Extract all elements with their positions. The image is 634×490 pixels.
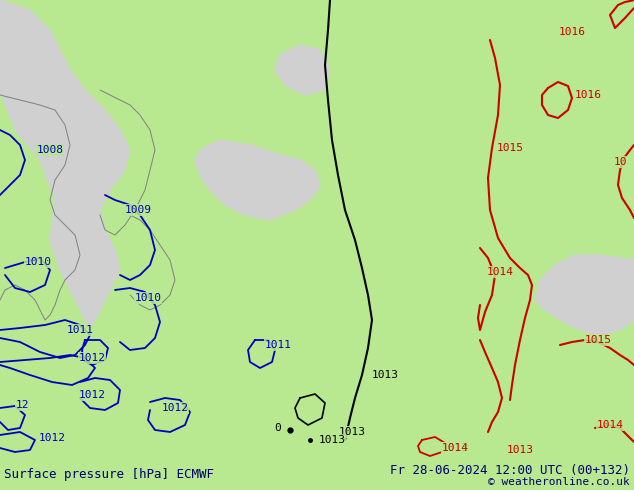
Text: 1012: 1012 (162, 403, 188, 413)
Text: 1014: 1014 (441, 443, 469, 453)
Text: 1012: 1012 (39, 433, 65, 443)
Text: 1013: 1013 (318, 435, 346, 445)
Text: 1011: 1011 (264, 340, 292, 350)
Polygon shape (275, 45, 330, 95)
Text: 1014: 1014 (597, 420, 623, 430)
Text: 10: 10 (613, 157, 627, 167)
Text: © weatheronline.co.uk: © weatheronline.co.uk (488, 477, 630, 487)
PathPatch shape (195, 140, 320, 220)
Text: 1008: 1008 (37, 145, 63, 155)
Text: 1016: 1016 (574, 90, 602, 100)
Text: 1010: 1010 (25, 257, 51, 267)
Text: 1012: 1012 (79, 353, 105, 363)
Text: 1016: 1016 (559, 27, 586, 37)
Text: 1012: 1012 (79, 390, 105, 400)
Text: Surface pressure [hPa] ECMWF: Surface pressure [hPa] ECMWF (4, 467, 214, 481)
Text: 1011: 1011 (67, 325, 93, 335)
Polygon shape (535, 255, 634, 335)
Text: 1013: 1013 (339, 427, 365, 437)
Text: 1015: 1015 (585, 335, 612, 345)
PathPatch shape (0, 0, 130, 330)
Text: 1013: 1013 (507, 445, 533, 455)
Polygon shape (0, 0, 130, 330)
Text: 1013: 1013 (372, 370, 399, 380)
Text: 1010: 1010 (134, 293, 162, 303)
Text: 1009: 1009 (124, 205, 152, 215)
Text: 1015: 1015 (496, 143, 524, 153)
Text: Fr 28-06-2024 12:00 UTC (00+132): Fr 28-06-2024 12:00 UTC (00+132) (390, 464, 630, 476)
Text: 1013: 1013 (441, 443, 469, 453)
Text: 12: 12 (15, 400, 29, 410)
PathPatch shape (535, 255, 634, 335)
Text: 1014: 1014 (486, 267, 514, 277)
Text: 0: 0 (275, 423, 281, 433)
Polygon shape (195, 140, 320, 220)
